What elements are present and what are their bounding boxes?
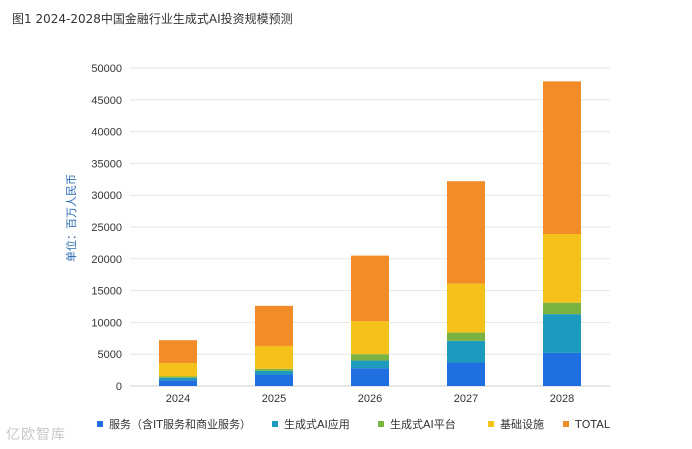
- bar-segment: [255, 368, 293, 371]
- legend: 服务（含IT服务和商业服务） 生成式AI应用 生成式AI平台 基础设施 TOTAL: [97, 417, 611, 431]
- y-axis-label: 单位：百万人民币: [64, 174, 78, 262]
- bar-segment: [159, 380, 197, 386]
- bar-segment: [351, 354, 389, 361]
- y-tick-label: 0: [116, 381, 122, 393]
- legend-label: TOTAL: [574, 418, 611, 431]
- x-axis-ticks: 2024 2025 2026 2027 2028: [166, 393, 574, 405]
- legend-label: 基础设施: [500, 418, 544, 431]
- bar-segment: [447, 332, 485, 341]
- x-tick-label: 2025: [262, 393, 286, 405]
- y-tick-label: 30000: [91, 190, 122, 202]
- legend-swatch: [563, 421, 569, 427]
- bar-segment: [543, 302, 581, 315]
- bar-segment: [351, 255, 389, 322]
- bar-segment: [255, 374, 293, 386]
- y-tick-label: 15000: [91, 286, 122, 298]
- bar-segment: [255, 370, 293, 375]
- bar-segment: [159, 340, 197, 364]
- x-tick-label: 2027: [454, 393, 478, 405]
- bar-segment: [159, 376, 197, 378]
- bar-segment: [447, 283, 485, 333]
- legend-swatch: [272, 421, 278, 427]
- y-tick-label: 50000: [91, 63, 122, 75]
- bar-segment: [351, 360, 389, 369]
- y-tick-label: 35000: [91, 158, 122, 170]
- y-tick-label: 45000: [91, 95, 122, 107]
- bar-segment: [543, 352, 581, 386]
- y-tick-label: 40000: [91, 127, 122, 139]
- bar-segment: [159, 363, 197, 377]
- y-tick-label: 25000: [91, 222, 122, 234]
- y-axis-ticks: 0 5000 10000 15000 20000 25000 30000 35000 40000…: [91, 63, 122, 393]
- bar-segment: [159, 377, 197, 381]
- bars: [159, 81, 581, 386]
- watermark-logo: 亿欧智库: [6, 427, 66, 443]
- bar-segment: [543, 314, 581, 353]
- bar-segment: [255, 345, 293, 369]
- bar-segment: [543, 81, 581, 234]
- y-tick-label: 20000: [91, 254, 122, 266]
- bar-segment: [351, 321, 389, 355]
- x-tick-label: 2026: [358, 393, 382, 405]
- y-tick-label: 5000: [98, 349, 122, 361]
- bar-segment: [447, 181, 485, 284]
- legend-swatch: [97, 421, 103, 427]
- bar-segment: [543, 233, 581, 303]
- legend-label: 生成式AI应用: [284, 417, 350, 431]
- x-tick-label: 2024: [166, 393, 190, 405]
- bar-segment: [255, 305, 293, 346]
- legend-label: 生成式AI平台: [390, 417, 456, 431]
- bar-segment: [447, 362, 485, 386]
- legend-swatch: [488, 421, 494, 427]
- chart-title: 图1 2024-2028中国金融行业生成式AI投资规模预测: [12, 12, 293, 26]
- legend-swatch: [378, 421, 384, 427]
- x-tick-label: 2028: [550, 393, 574, 405]
- y-tick-label: 10000: [91, 317, 122, 329]
- legend-label: 服务（含IT服务和商业服务）: [109, 417, 251, 431]
- bar-segment: [447, 340, 485, 363]
- bar-segment: [351, 368, 389, 386]
